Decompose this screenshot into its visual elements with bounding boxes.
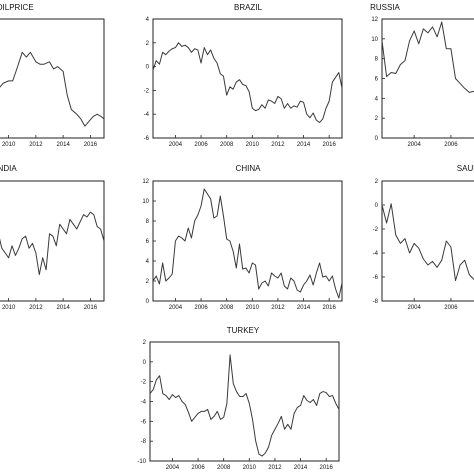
- x-tick-label: 2014: [297, 142, 311, 148]
- plot-frame: [381, 180, 474, 302]
- series-line: [149, 354, 340, 457]
- y-tick-label: -4: [144, 112, 150, 118]
- y-tick-label: 2: [146, 279, 150, 285]
- x-tick-label: 2006: [444, 305, 458, 311]
- panel-title: CHINA: [236, 164, 262, 173]
- y-tick-label: 10: [142, 199, 149, 205]
- y-tick-label: 12: [371, 17, 378, 23]
- series-line: [152, 188, 343, 299]
- y-tick-label: -4: [373, 251, 379, 257]
- y-tick-label: -8: [141, 439, 147, 445]
- y-tick-label: 0: [146, 65, 150, 71]
- panel-turkey: TURKEY 2 0 -2 -4 -6 -8 -10 2004 2006 2008 2010 2012 2…: [137, 326, 340, 471]
- panel-india: INDIA 2010 2012 2014 2016: [0, 164, 105, 311]
- x-tick-label: 2006: [194, 142, 208, 148]
- y-tick-label: -6: [373, 275, 379, 281]
- y-tick-label: 10: [371, 37, 378, 43]
- panel-oilprice: OILPRICE 2010 2012 2014 2016: [0, 3, 105, 148]
- y-tick-label: 0: [375, 136, 379, 142]
- plot-frame: [381, 18, 474, 139]
- x-tick-label: 2012: [271, 142, 285, 148]
- x-tick-label: 2016: [320, 465, 334, 471]
- y-tick-label: 8: [375, 57, 379, 63]
- x-tick-label: 2016: [323, 305, 337, 311]
- x-tick-label: 2008: [220, 142, 234, 148]
- x-tick-label: 2014: [56, 305, 70, 311]
- panel-title: INDIA: [0, 164, 17, 173]
- series-line: [381, 203, 474, 282]
- series-line: [0, 51, 105, 127]
- y-tick-label: 4: [375, 96, 379, 102]
- x-tick-label: 2014: [297, 305, 311, 311]
- plot-frame: [152, 18, 343, 139]
- x-tick-label: 2008: [220, 305, 234, 311]
- x-tick-label: 2006: [444, 142, 458, 148]
- x-tick-label: 2004: [166, 465, 180, 471]
- x-tick-label: 2004: [407, 305, 421, 311]
- x-tick-label: 2010: [2, 305, 16, 311]
- x-tick-label: 2004: [169, 142, 183, 148]
- x-tick-label: 2016: [84, 305, 98, 311]
- y-tick-label: -2: [373, 227, 379, 233]
- x-tick-label: 2004: [407, 142, 421, 148]
- y-tick-label: -6: [141, 419, 147, 425]
- y-tick-label: 0: [143, 360, 147, 366]
- x-tick-label: 2010: [2, 142, 16, 148]
- x-tick-label: 2016: [323, 142, 337, 148]
- panel-saudi: SAUDI20-2-4-6-8200420062008: [373, 164, 474, 311]
- y-tick-label: 2: [375, 179, 379, 185]
- x-tick-label: 2006: [194, 305, 208, 311]
- x-tick-label: 2014: [294, 465, 308, 471]
- y-tick-label: -6: [144, 136, 150, 142]
- x-tick-label: 2012: [29, 142, 43, 148]
- panel-title: RUSSIA: [370, 3, 400, 12]
- series-line: [0, 211, 105, 276]
- series-line: [381, 21, 474, 93]
- panel-brazil: BRAZIL 4 2 0 -2 -4 -6 2004 2006 2008 2010 2012 2014 2…: [144, 3, 343, 148]
- x-tick-label: 2012: [29, 305, 43, 311]
- y-tick-label: 2: [146, 41, 150, 47]
- y-tick-label: -2: [144, 88, 150, 94]
- y-tick-label: 2: [143, 340, 147, 346]
- panel-title: SAUDI: [457, 164, 474, 173]
- x-tick-label: 2010: [246, 305, 260, 311]
- x-tick-label: 2012: [271, 305, 285, 311]
- x-tick-label: 2010: [246, 142, 260, 148]
- y-tick-label: 0: [375, 203, 379, 209]
- panel-china: CHINA 12 10 8 6 4 2 0 2004 2006 2008 2010 2012 2014 20…: [142, 164, 343, 311]
- x-tick-label: 2012: [268, 465, 282, 471]
- y-tick-label: -8: [373, 299, 379, 305]
- panel-title: TURKEY: [227, 326, 260, 335]
- y-tick-label: 12: [142, 179, 149, 185]
- x-tick-label: 2014: [56, 142, 70, 148]
- y-tick-label: 0: [146, 299, 150, 305]
- y-tick-label: 4: [146, 17, 150, 23]
- x-tick-label: 2008: [217, 465, 231, 471]
- x-tick-label: 2016: [84, 142, 98, 148]
- x-tick-label: 2010: [243, 465, 257, 471]
- panel-russia: RUSSIA121086420200420062008: [370, 3, 474, 148]
- plot-frame: [0, 18, 105, 139]
- y-tick-label: 8: [146, 219, 150, 225]
- y-tick-label: -2: [141, 380, 147, 386]
- plot-frame: [0, 180, 105, 302]
- x-tick-label: 2004: [169, 305, 183, 311]
- y-tick-label: 2: [375, 116, 379, 122]
- x-tick-label: 2006: [191, 465, 205, 471]
- y-tick-label: 6: [375, 77, 379, 83]
- y-tick-label: 4: [146, 259, 150, 265]
- series-line: [152, 42, 343, 124]
- panel-title: OILPRICE: [0, 3, 34, 12]
- y-tick-label: -4: [141, 400, 147, 406]
- y-tick-label: -10: [137, 459, 146, 465]
- panel-title: BRAZIL: [234, 3, 263, 12]
- y-tick-label: 6: [146, 239, 150, 245]
